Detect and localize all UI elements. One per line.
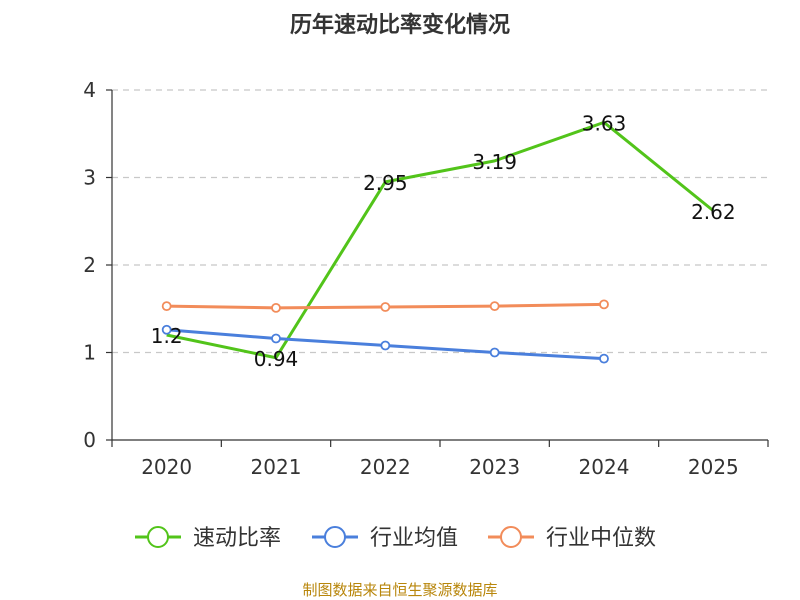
- x-tick-label-2024: 2024: [579, 455, 630, 479]
- series-2-point-2023: [489, 301, 500, 312]
- data-label-2025: 2.62: [691, 200, 736, 224]
- series-1-point-2024: [599, 353, 609, 364]
- x-tick-label-2025: 2025: [688, 455, 739, 479]
- data-label-2024: 3.63: [582, 111, 627, 135]
- legend-item-2[interactable]: 行业中位数: [488, 526, 656, 551]
- y-tick-label-1: 1: [83, 341, 96, 365]
- series-1-point-2020: [161, 324, 172, 335]
- y-tick-label-3: 3: [83, 166, 96, 190]
- legend-marker-1: [324, 526, 346, 548]
- legend-marker-2: [500, 526, 522, 548]
- legend-item-0[interactable]: 速动比率: [135, 526, 281, 551]
- series-2-point-2024: [599, 299, 609, 310]
- source-note: 制图数据来自恒生聚源数据库: [302, 581, 497, 599]
- series-2-point-2022: [380, 302, 391, 312]
- series-line-0: [166, 120, 715, 360]
- series-2-point-2020: [161, 301, 172, 312]
- legend-label-0: 速动比率: [193, 526, 281, 551]
- series-layer: 1.2 0.94 2.95 3.19 3.63 2.62: [151, 111, 736, 370]
- series-1-point-2023: [489, 347, 500, 358]
- data-label-2023: 3.19: [472, 150, 517, 174]
- chart-title: 历年速动比率变化情况: [290, 12, 510, 38]
- legend-label-1: 行业均值: [370, 526, 458, 551]
- grid-lines: [112, 89, 768, 354]
- legend-item-1[interactable]: 行业均值: [312, 526, 458, 551]
- legend[interactable]: 速动比率 行业均值 行业中位数: [135, 526, 656, 551]
- x-tick-label-2022: 2022: [360, 455, 411, 479]
- data-label-2021: 0.94: [254, 347, 299, 371]
- legend-label-2: 行业中位数: [546, 526, 656, 551]
- x-tick-label-2021: 2021: [251, 455, 302, 479]
- y-tick-label-4: 4: [83, 78, 96, 102]
- series-1-point-2022: [380, 340, 391, 351]
- data-label-2022: 2.95: [363, 171, 408, 195]
- legend-marker-0: [147, 526, 169, 548]
- series-2-point-2021: [271, 302, 281, 313]
- x-tick-label-2020: 2020: [141, 455, 192, 479]
- x-tick-label-2023: 2023: [469, 455, 520, 479]
- y-tick-label-0: 0: [83, 428, 96, 452]
- axes: 0 1 2 3 4 2020 2021 2022 2023 2024 2025: [83, 78, 769, 479]
- data-label-2020: 1.2: [151, 324, 183, 348]
- y-tick-label-2: 2: [83, 253, 96, 277]
- series-1-point-2021: [271, 333, 281, 344]
